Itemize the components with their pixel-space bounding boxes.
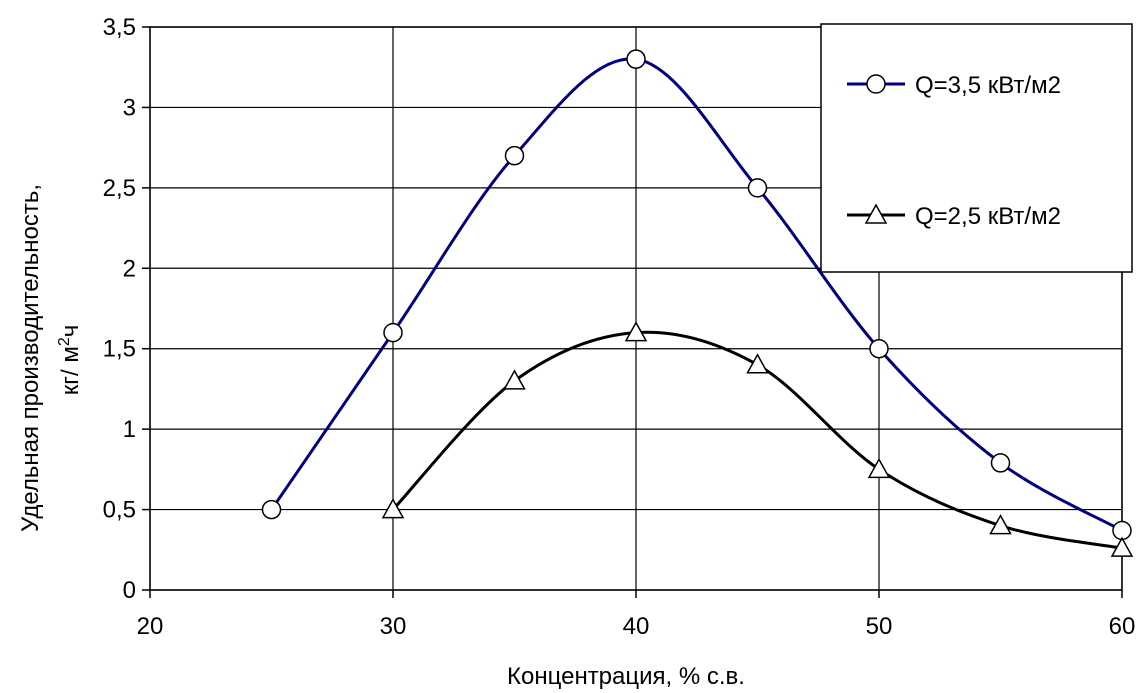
- y-axis-unit: кг/ м: [57, 346, 84, 395]
- legend-box: [820, 23, 1133, 273]
- legend-label-q35: Q=3,5 кВт/м2: [915, 72, 1061, 99]
- x-tick-label-1: 30: [380, 613, 407, 640]
- y-axis-label-line1: Удельная производительность,: [17, 184, 44, 532]
- x-axis-label: Концентрация, % с.в.: [507, 663, 745, 690]
- series-0-point-0: [261, 499, 282, 520]
- x-tick-label-3: 50: [866, 613, 893, 640]
- y-tick-label-1: 0,5: [103, 497, 136, 524]
- series-0-point-5: [869, 338, 889, 359]
- x-tick-label-0: 20: [137, 613, 164, 640]
- series-0-point-4: [747, 178, 768, 198]
- series-0-point-2: [504, 145, 525, 166]
- series-1-point-4: [867, 457, 891, 479]
- y-tick-label-4: 2: [123, 255, 136, 282]
- y-tick-label-0: 0: [123, 577, 136, 604]
- legend-label-q25: Q=2,5 кВт/м2: [915, 203, 1061, 230]
- series-0-point-1: [383, 322, 403, 343]
- y-tick-label-6: 3: [123, 94, 136, 121]
- y-axis-unit-post: ч: [57, 325, 84, 338]
- series-0-point-6: [990, 453, 1011, 473]
- y-axis-unit-sup: 2: [56, 337, 73, 346]
- y-tick-label-5: 2,5: [103, 175, 136, 202]
- y-axis-label-line2: кг/ м2ч: [56, 325, 84, 396]
- series-1-point-1: [503, 369, 526, 390]
- y-tick-label-2: 1: [123, 416, 136, 443]
- legend-marker-circle: [866, 74, 886, 94]
- y-tick-label-3: 1,5: [103, 336, 136, 363]
- series-1-point-5: [989, 514, 1012, 535]
- series-1-point-6: [1110, 536, 1134, 557]
- y-tick-label-7: 3,5: [103, 14, 136, 41]
- series-layer: [261, 49, 1134, 557]
- tick-labels: 0 0,5 1 1,5 2 2,5 3 3,5 20 30 40 50 60: [103, 14, 1136, 640]
- legend: Q=3,5 кВт/м2 Q=2,5 кВт/м2: [820, 23, 1133, 273]
- series-1-point-3: [746, 353, 769, 374]
- series-0-point-3: [626, 49, 646, 69]
- series-1-point-2: [624, 321, 648, 342]
- x-tick-label-4: 60: [1109, 613, 1136, 640]
- series-1-point-0: [381, 498, 405, 519]
- y-axis-label: Удельная производительность, кг/ м2ч: [17, 184, 84, 532]
- legend-marker-triangle: [864, 203, 888, 224]
- x-tick-label-2: 40: [623, 613, 650, 640]
